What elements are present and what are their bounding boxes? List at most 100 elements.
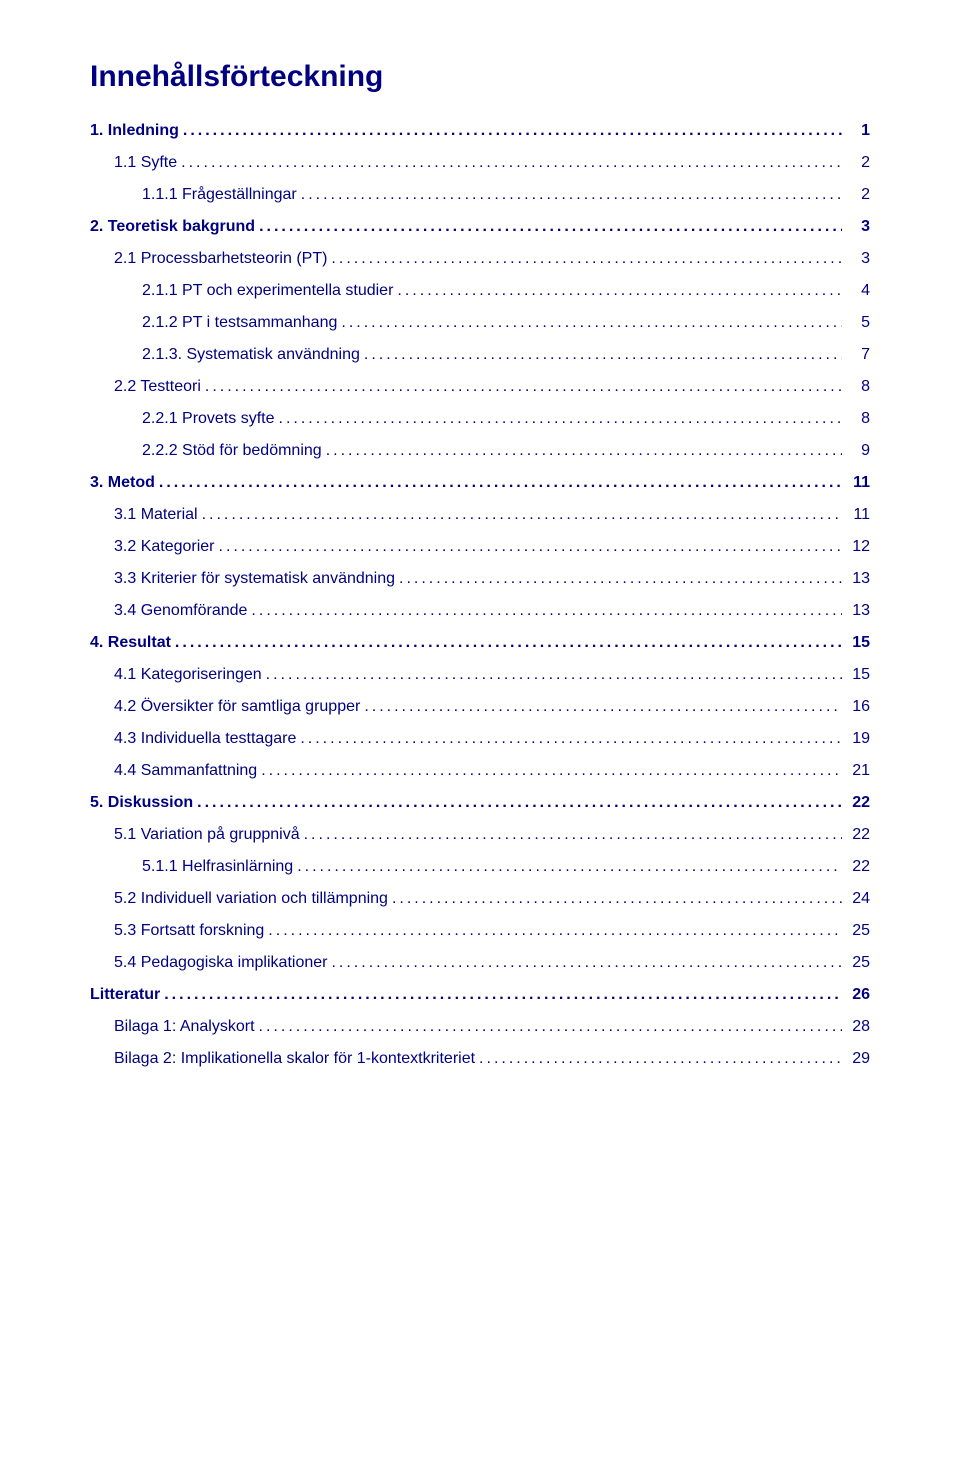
toc-entry: 3.3 Kriterier för systematisk användning… [114, 570, 870, 588]
toc-dot-leader [219, 538, 842, 556]
toc-entry-label: 5.3 Fortsatt forskning [114, 922, 264, 940]
toc-entry-label: 4.2 Översikter för samtliga grupper [114, 698, 360, 716]
toc-dot-leader [331, 954, 842, 972]
toc-entry-label: 5.1 Variation på gruppnivå [114, 826, 300, 844]
toc-entry-label: 2.2 Testteori [114, 378, 201, 396]
toc-title: Innehållsförteckning [90, 60, 870, 94]
toc-entry-page: 22 [846, 794, 870, 812]
toc-entry-label: 4.3 Individuella testtagare [114, 730, 296, 748]
toc-entry: 1.1.1 Frågeställningar2 [142, 186, 870, 204]
toc-dot-leader [261, 762, 842, 780]
toc-entry-label: 5.2 Individuell variation och tillämpnin… [114, 890, 388, 908]
toc-dot-leader [259, 218, 842, 236]
toc-entry-label: 5.1.1 Helfrasinlärning [142, 858, 293, 876]
toc-entry: 4.3 Individuella testtagare 19 [114, 730, 870, 748]
toc-dot-leader [202, 506, 842, 524]
toc-entry-label: 3.2 Kategorier [114, 538, 215, 556]
toc-entry: 5.1 Variation på gruppnivå 22 [114, 826, 870, 844]
toc-list: 1. Inledning11.1 Syfte21.1.1 Frågeställn… [90, 122, 870, 1068]
toc-entry: 5.2 Individuell variation och tillämpnin… [114, 890, 870, 908]
toc-dot-leader [259, 1018, 842, 1036]
toc-dot-leader [266, 666, 842, 684]
toc-dot-leader [399, 570, 842, 588]
toc-entry-page: 2 [846, 154, 870, 172]
toc-entry: 4. Resultat15 [90, 634, 870, 652]
toc-entry: 5.1.1 Helfrasinlärning 22 [142, 858, 870, 876]
toc-dot-leader [251, 602, 842, 620]
toc-dot-leader [279, 410, 842, 428]
toc-entry: 4.1 Kategoriseringen15 [114, 666, 870, 684]
toc-dot-leader [364, 346, 842, 364]
toc-entry: 3. Metod11 [90, 474, 870, 492]
toc-entry-label: 2.1 Processbarhetsteorin (PT) [114, 250, 327, 268]
toc-entry-label: Bilaga 2: Implikationella skalor för 1-k… [114, 1050, 475, 1068]
toc-entry: 2.2 Testteori 8 [114, 378, 870, 396]
toc-dot-leader [397, 282, 842, 300]
toc-dot-leader [197, 794, 842, 812]
toc-entry-page: 13 [846, 602, 870, 620]
toc-entry-page: 22 [846, 826, 870, 844]
toc-entry-label: 4.4 Sammanfattning [114, 762, 257, 780]
toc-entry: 5.4 Pedagogiska implikationer 25 [114, 954, 870, 972]
toc-dot-leader [392, 890, 842, 908]
toc-entry-page: 8 [846, 378, 870, 396]
toc-dot-leader [364, 698, 842, 716]
toc-entry: 2. Teoretisk bakgrund 3 [90, 218, 870, 236]
toc-entry-page: 19 [846, 730, 870, 748]
toc-dot-leader [181, 154, 842, 172]
toc-entry-page: 22 [846, 858, 870, 876]
toc-entry: 2.1.1 PT och experimentella studier 4 [142, 282, 870, 300]
toc-entry-label: 3.4 Genomförande [114, 602, 247, 620]
toc-dot-leader [268, 922, 842, 940]
toc-entry: 2.1.3. Systematisk användning 7 [142, 346, 870, 364]
toc-entry-page: 11 [846, 506, 870, 524]
toc-entry-page: 7 [846, 346, 870, 364]
toc-entry-page: 12 [846, 538, 870, 556]
toc-dot-leader [341, 314, 842, 332]
toc-entry: 3.4 Genomförande 13 [114, 602, 870, 620]
toc-entry: Litteratur26 [90, 986, 870, 1004]
toc-entry-page: 24 [846, 890, 870, 908]
toc-entry-label: 3.1 Material [114, 506, 198, 524]
toc-entry-label: 2.2.2 Stöd för bedömning [142, 442, 322, 460]
toc-entry-page: 5 [846, 314, 870, 332]
toc-dot-leader [164, 986, 842, 1004]
toc-entry-page: 16 [846, 698, 870, 716]
toc-dot-leader [326, 442, 842, 460]
toc-dot-leader [300, 730, 842, 748]
toc-entry-label: 2.1.3. Systematisk användning [142, 346, 360, 364]
toc-dot-leader [175, 634, 842, 652]
toc-entry-label: Bilaga 1: Analyskort [114, 1018, 255, 1036]
toc-entry: Bilaga 2: Implikationella skalor för 1-k… [114, 1050, 870, 1068]
toc-entry: 5.3 Fortsatt forskning25 [114, 922, 870, 940]
toc-entry-page: 4 [846, 282, 870, 300]
toc-entry: 3.1 Material 11 [114, 506, 870, 524]
toc-entry-page: 1 [846, 122, 870, 140]
toc-entry-page: 15 [846, 634, 870, 652]
toc-dot-leader [205, 378, 842, 396]
toc-entry-label: 2. Teoretisk bakgrund [90, 218, 255, 236]
toc-entry: 3.2 Kategorier 12 [114, 538, 870, 556]
toc-entry-page: 25 [846, 954, 870, 972]
toc-entry: 5. Diskussion 22 [90, 794, 870, 812]
toc-entry-page: 3 [846, 250, 870, 268]
toc-entry: 1.1 Syfte 2 [114, 154, 870, 172]
toc-entry: 4.4 Sammanfattning21 [114, 762, 870, 780]
toc-entry-page: 2 [846, 186, 870, 204]
toc-entry-page: 8 [846, 410, 870, 428]
toc-entry-label: 1.1 Syfte [114, 154, 177, 172]
toc-entry-label: 5. Diskussion [90, 794, 193, 812]
toc-entry: 2.2.2 Stöd för bedömning 9 [142, 442, 870, 460]
toc-dot-leader [297, 858, 842, 876]
toc-entry-label: 4.1 Kategoriseringen [114, 666, 262, 684]
toc-entry-page: 9 [846, 442, 870, 460]
toc-dot-leader [479, 1050, 842, 1068]
toc-entry-page: 3 [846, 218, 870, 236]
toc-entry-label: 2.1.1 PT och experimentella studier [142, 282, 393, 300]
toc-entry-page: 28 [846, 1018, 870, 1036]
toc-entry-label: 3. Metod [90, 474, 155, 492]
toc-entry-label: 5.4 Pedagogiska implikationer [114, 954, 327, 972]
toc-dot-leader [304, 826, 842, 844]
toc-entry-label: 1. Inledning [90, 122, 179, 140]
toc-dot-leader [301, 186, 842, 204]
